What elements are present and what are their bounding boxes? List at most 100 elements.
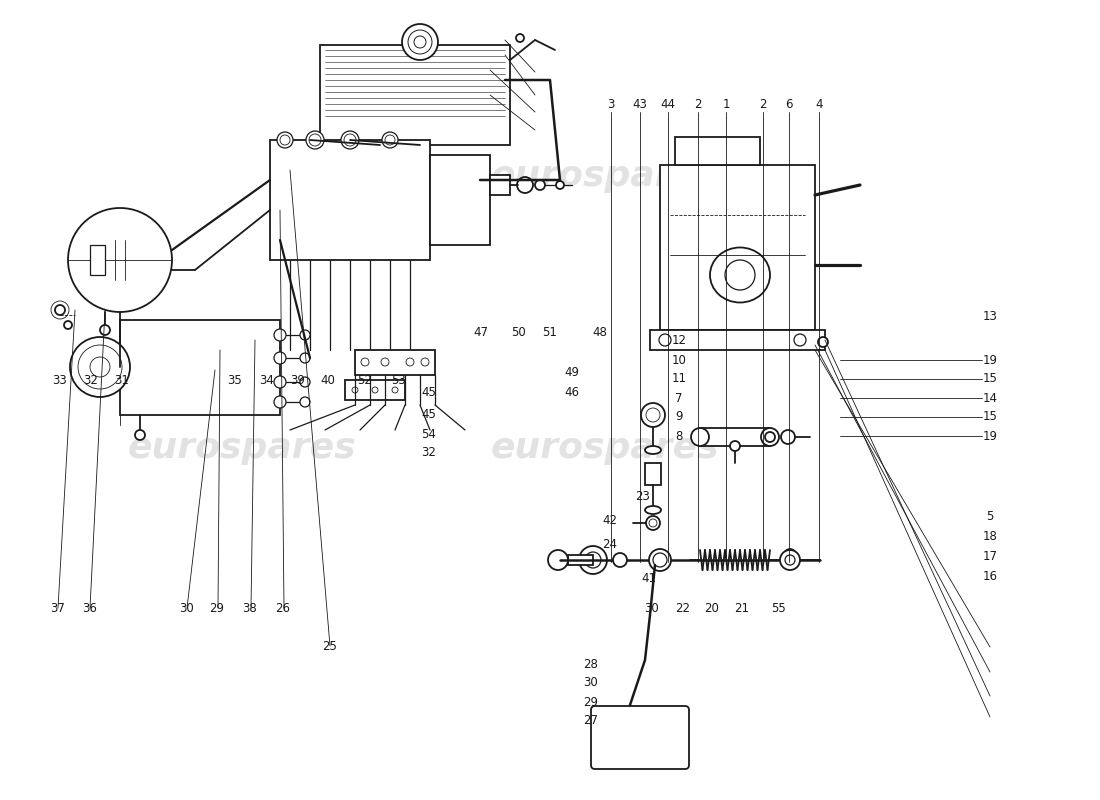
Circle shape (300, 353, 310, 363)
Text: 10: 10 (672, 354, 686, 366)
Bar (320, 45, 510, 145)
Text: 41: 41 (641, 571, 657, 585)
Circle shape (579, 546, 607, 574)
Circle shape (55, 305, 65, 315)
Circle shape (300, 397, 310, 407)
Bar (700, 428, 770, 446)
Text: eurospares: eurospares (491, 159, 719, 193)
Bar (568, 555, 593, 565)
Text: 46: 46 (564, 386, 580, 399)
Circle shape (730, 441, 740, 451)
Bar (660, 165, 815, 330)
Bar (645, 463, 661, 485)
Text: eurospares: eurospares (128, 431, 356, 465)
Text: 37: 37 (51, 602, 65, 614)
Circle shape (274, 329, 286, 341)
Text: 27: 27 (583, 714, 598, 727)
Text: 28: 28 (584, 658, 598, 670)
Circle shape (402, 24, 438, 60)
Circle shape (659, 334, 671, 346)
Text: 19: 19 (982, 430, 998, 442)
Ellipse shape (710, 247, 770, 302)
Circle shape (274, 396, 286, 408)
Text: 45: 45 (421, 409, 437, 422)
Text: 30: 30 (179, 602, 195, 614)
Circle shape (781, 430, 795, 444)
Text: 54: 54 (421, 427, 437, 441)
Text: eurospares: eurospares (491, 431, 719, 465)
Bar (270, 140, 430, 260)
Text: 40: 40 (320, 374, 336, 386)
Text: 15: 15 (982, 373, 998, 386)
Circle shape (64, 321, 72, 329)
Text: 49: 49 (564, 366, 580, 378)
Text: 6: 6 (785, 98, 793, 110)
Circle shape (785, 555, 795, 565)
Text: 24: 24 (603, 538, 617, 550)
Text: 17: 17 (982, 550, 998, 562)
Text: 19: 19 (982, 354, 998, 366)
Text: 29: 29 (209, 602, 224, 614)
Ellipse shape (761, 428, 779, 446)
Ellipse shape (649, 549, 671, 571)
Text: 47: 47 (473, 326, 488, 338)
Text: 8: 8 (675, 430, 683, 442)
Circle shape (641, 403, 666, 427)
Text: 25: 25 (322, 639, 338, 653)
Bar (650, 330, 825, 350)
Text: 14: 14 (982, 391, 998, 405)
Circle shape (556, 181, 564, 189)
Text: 50: 50 (512, 326, 527, 338)
Text: 15: 15 (982, 410, 998, 423)
Text: 18: 18 (982, 530, 998, 543)
Text: 52: 52 (358, 374, 373, 386)
Circle shape (646, 516, 660, 530)
Circle shape (300, 330, 310, 340)
Bar (90, 245, 104, 275)
Text: 2: 2 (694, 98, 702, 110)
Bar (345, 380, 405, 400)
FancyBboxPatch shape (591, 706, 689, 769)
Text: 20: 20 (705, 602, 719, 614)
Text: 53: 53 (390, 374, 406, 386)
Bar (675, 137, 760, 165)
Circle shape (535, 180, 544, 190)
Circle shape (780, 550, 800, 570)
Circle shape (274, 376, 286, 388)
Text: 9: 9 (675, 410, 683, 423)
Bar (355, 350, 434, 375)
Circle shape (382, 132, 398, 148)
Ellipse shape (645, 446, 661, 454)
Circle shape (100, 325, 110, 335)
Text: 31: 31 (114, 374, 130, 386)
Ellipse shape (645, 506, 661, 514)
Bar (430, 155, 490, 245)
Text: 55: 55 (771, 602, 785, 614)
Circle shape (274, 352, 286, 364)
Circle shape (341, 131, 359, 149)
Text: 45: 45 (421, 386, 437, 399)
Text: 36: 36 (82, 602, 98, 614)
Ellipse shape (725, 260, 755, 290)
Text: 38: 38 (243, 602, 257, 614)
Text: 39: 39 (290, 374, 306, 386)
Text: 34: 34 (260, 374, 274, 386)
Text: 33: 33 (53, 374, 67, 386)
Circle shape (277, 132, 293, 148)
Text: 26: 26 (275, 602, 290, 614)
Ellipse shape (691, 428, 710, 446)
Circle shape (548, 550, 568, 570)
Circle shape (135, 430, 145, 440)
Circle shape (306, 131, 324, 149)
Text: 21: 21 (735, 602, 749, 614)
Text: 32: 32 (421, 446, 437, 459)
Circle shape (794, 334, 806, 346)
Text: 30: 30 (584, 677, 598, 690)
Text: 23: 23 (636, 490, 650, 503)
Text: 4: 4 (815, 98, 823, 110)
Text: 2: 2 (759, 98, 767, 110)
Text: 7: 7 (675, 391, 683, 405)
Text: 44: 44 (660, 98, 675, 110)
Circle shape (517, 177, 534, 193)
Text: 32: 32 (84, 374, 98, 386)
